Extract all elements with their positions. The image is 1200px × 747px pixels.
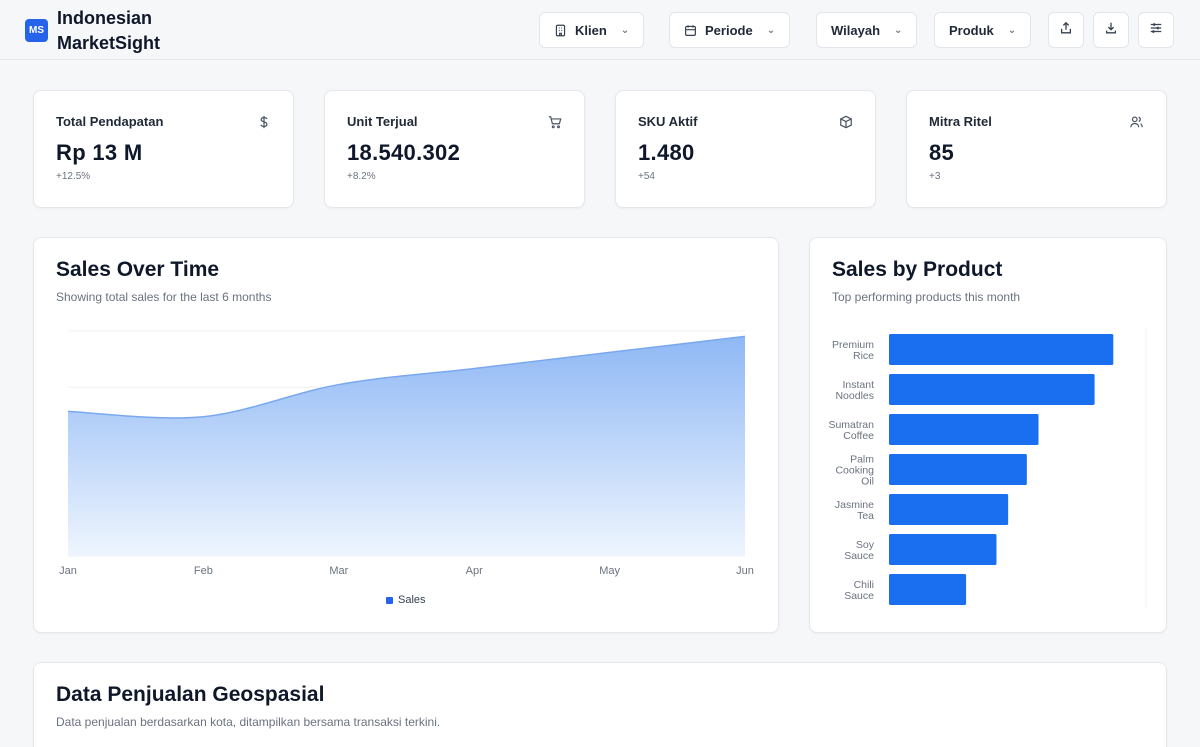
kpi-change: +12.5% <box>56 171 91 182</box>
sales-by-product-card: Sales by Product Top performing products… <box>809 237 1167 633</box>
kpi-change: +8.2% <box>347 171 376 182</box>
legend-swatch <box>386 596 393 604</box>
filter-label: Periode <box>705 22 753 38</box>
building-icon <box>554 24 567 37</box>
x-tick-label: Feb <box>194 565 213 577</box>
x-tick-label: Jun <box>736 565 754 577</box>
y-tick-label: Instant <box>842 379 874 391</box>
legend-label: Sales <box>398 594 426 606</box>
y-tick-label: Coffee <box>843 430 874 442</box>
cart-icon <box>548 115 562 134</box>
share-icon <box>1059 21 1073 40</box>
x-tick-label: Apr <box>466 565 483 577</box>
download-button[interactable] <box>1093 12 1129 48</box>
sales-line <box>67 335 746 419</box>
kpi-label: Unit Terjual <box>347 114 418 129</box>
sales-over-time-chart: Jan Feb Mar Apr May Jun <box>59 330 754 577</box>
geo-sales-card: Data Penjualan Geospasial Data penjualan… <box>33 662 1167 747</box>
kpi-change: +3 <box>929 171 941 182</box>
kpi-label: Mitra Ritel <box>929 114 992 129</box>
chart-legend: Sales <box>386 594 426 606</box>
filter-periode-button[interactable]: Periode ⌄ <box>669 12 791 48</box>
kpi-value: Rp 13 M <box>56 140 143 165</box>
app-title: Indonesian MarketSight <box>57 8 161 53</box>
sliders-icon <box>1149 21 1163 40</box>
download-icon <box>1104 21 1118 40</box>
settings-button[interactable] <box>1138 12 1174 48</box>
share-button[interactable] <box>1048 12 1084 48</box>
filter-produk-button[interactable]: Produk ⌄ <box>934 12 1032 48</box>
kpi-card-sku: SKU Aktif 1.480 +54 <box>615 90 876 208</box>
chart-title: Sales Over Time <box>56 258 220 281</box>
product-bar <box>889 494 1009 525</box>
product-bar <box>889 574 967 605</box>
chart-subtitle: Showing total sales for the last 6 month… <box>56 290 272 304</box>
top-header: MS Indonesian MarketSight Klien ⌄ Period… <box>0 0 1200 60</box>
section-subtitle: Data penjualan berdasarkan kota, ditampi… <box>56 715 441 729</box>
y-tick-label: Oil <box>861 476 874 488</box>
kpi-change: +54 <box>638 171 655 182</box>
y-tick-label: Palm <box>850 454 874 466</box>
y-tick-label: Tea <box>857 510 874 522</box>
x-tick-label: May <box>599 565 620 577</box>
y-tick-label: Soy <box>856 539 875 551</box>
kpi-value: 1.480 <box>638 140 695 165</box>
y-tick-label: Jasmine <box>835 499 874 511</box>
y-tick-label: Cooking <box>835 465 874 477</box>
y-tick-label: Sauce <box>844 590 874 602</box>
product-bar <box>889 334 1114 365</box>
product-bar <box>889 454 1027 485</box>
x-tick-label: Jan <box>59 565 77 577</box>
section-title: Data Penjualan Geospasial <box>56 683 325 706</box>
chevron-down-icon: ⌄ <box>894 24 903 36</box>
product-bar <box>889 534 997 565</box>
app-logo: MS <box>25 19 48 42</box>
kpi-label: SKU Aktif <box>638 114 698 129</box>
filter-label: Wilayah <box>831 22 881 38</box>
sales-area <box>68 336 745 556</box>
calendar-icon <box>684 24 697 37</box>
sales-over-time-card: Sales Over Time Showing total sales for … <box>33 237 779 633</box>
filter-wilayah-button[interactable]: Wilayah ⌄ <box>816 12 918 48</box>
chart-subtitle: Top performing products this month <box>832 290 1021 304</box>
y-tick-label: Sauce <box>844 550 874 562</box>
filter-label: Produk <box>949 22 994 38</box>
x-tick-label: Mar <box>329 565 348 577</box>
package-icon <box>839 115 853 134</box>
product-bar <box>889 374 1095 405</box>
chart-title: Sales by Product <box>832 258 1003 281</box>
filter-label: Klien <box>575 22 607 38</box>
kpi-label: Total Pendapatan <box>56 114 164 129</box>
kpi-card-units: Unit Terjual 18.540.302 +8.2% <box>324 90 585 208</box>
users-icon <box>1129 115 1144 134</box>
y-tick-label: Chili <box>854 579 874 591</box>
product-bar <box>889 414 1039 445</box>
chevron-down-icon: ⌄ <box>620 24 630 36</box>
y-tick-label: Rice <box>853 350 874 362</box>
y-tick-label: Premium <box>832 339 874 351</box>
chevron-down-icon: ⌄ <box>766 24 776 36</box>
kpi-card-revenue: Total Pendapatan Rp 13 M +12.5% <box>33 90 294 208</box>
dollar-icon <box>257 115 271 134</box>
kpi-card-partners: Mitra Ritel 85 +3 <box>906 90 1167 208</box>
chevron-down-icon: ⌄ <box>1007 24 1017 36</box>
kpi-value: 18.540.302 <box>347 140 461 165</box>
y-tick-label: Sumatran <box>828 419 874 431</box>
filter-klien-button[interactable]: Klien ⌄ <box>539 12 645 48</box>
y-tick-label: Noodles <box>835 390 874 402</box>
kpi-value: 85 <box>929 140 955 165</box>
